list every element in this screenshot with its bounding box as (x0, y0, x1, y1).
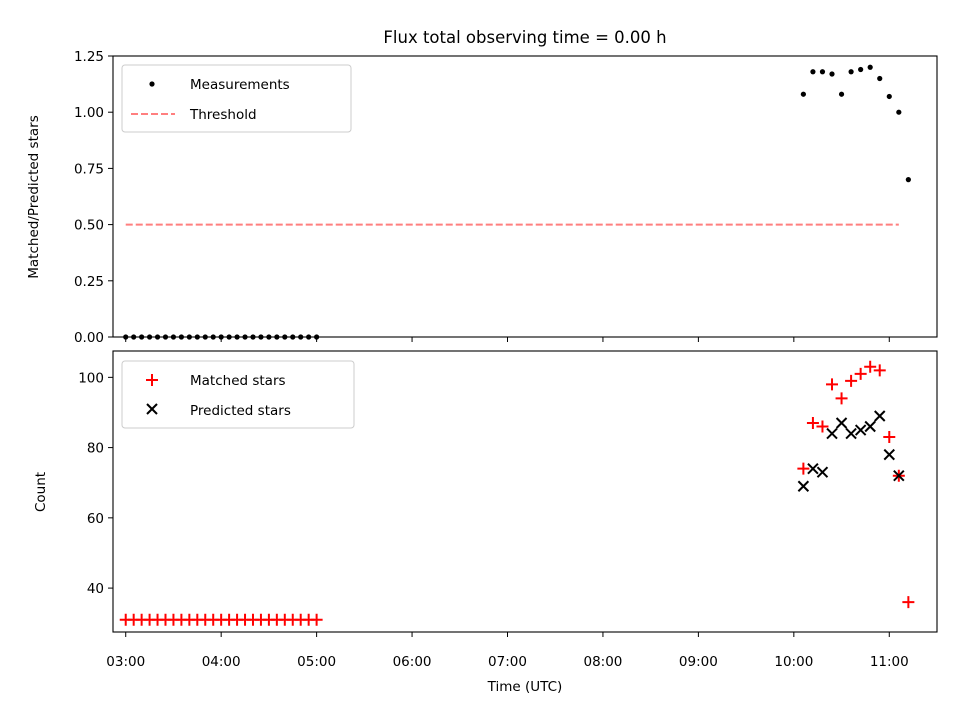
measurements-point (886, 93, 892, 100)
top-legend: Measurements Threshold (121, 64, 352, 133)
x-axis-label: Time (UTC) (487, 679, 563, 695)
predicted-stars-point (835, 417, 848, 429)
bottom-y-tick-label: 60 (87, 511, 104, 527)
matched-stars-point (310, 613, 323, 626)
legend-matched-label: Matched stars (190, 373, 286, 389)
matched-stars-point (826, 378, 839, 391)
measurements-point (848, 69, 854, 75)
bottom-legend-frame (121, 360, 355, 429)
bottom-y-tick-label: 40 (87, 581, 104, 597)
x-axis: 03:00 04:00 05:00 06:00 07:00 08:00 09:00 10:00… (106, 654, 908, 670)
top-y-tick-label: 0.75 (74, 161, 104, 177)
matched-stars-point (816, 420, 829, 433)
measurements-point (819, 69, 826, 75)
bottom-y-axis: 40 60 80 100 (78, 370, 890, 637)
top-y-tick-label: 0.00 (74, 330, 104, 346)
measurements-point (877, 75, 883, 82)
matched-stars-point (835, 392, 848, 405)
x-tick-label: 09:00 (679, 654, 718, 670)
legend-threshold-label: Threshold (189, 107, 257, 123)
predicted-stars-point (797, 480, 810, 492)
x-tick-label: 07:00 (488, 654, 527, 670)
bottom-plot-area (119, 360, 915, 626)
predicted-stars-point (845, 427, 857, 440)
top-legend-frame (121, 64, 352, 133)
predicted-stars-point (854, 424, 867, 436)
top-panel: 0.00 0.25 0.50 0.75 1.00 1.25 Matched/Predict… (26, 49, 938, 346)
predicted-stars-point (874, 410, 886, 422)
top-axes-frame (112, 55, 938, 338)
x-tick-label: 11:00 (870, 654, 909, 670)
matched-stars-point (883, 431, 896, 444)
x-tick-label: 05:00 (297, 654, 336, 670)
bottom-y-tick-label: 80 (87, 441, 104, 457)
measurements-point (905, 177, 911, 183)
measurements-point (896, 109, 902, 115)
legend-predicted-label: Predicted stars (190, 403, 291, 419)
predicted-stars-point (864, 420, 876, 433)
bottom-panel: 40 60 80 100 Count Matched stars Predicted … (33, 350, 938, 637)
top-y-tick-label: 1.25 (74, 49, 104, 65)
top-y-tick-label: 0.50 (74, 218, 104, 234)
legend-matched-marker (146, 374, 158, 386)
predicted-stars-point (893, 469, 905, 482)
top-y-axis: 0.00 0.25 0.50 0.75 1.00 1.25 (74, 49, 890, 346)
matched-stars-point (854, 367, 867, 380)
measurements-point (810, 69, 816, 75)
legend-measurements-marker (149, 81, 155, 87)
bottom-legend: Matched stars Predicted stars (121, 360, 355, 429)
x-tick-label: 10:00 (774, 654, 813, 670)
legend-measurements-label: Measurements (190, 77, 290, 93)
measurements-point (800, 91, 806, 97)
measurements-point (858, 66, 864, 73)
measurements-point (829, 71, 835, 77)
x-tick-label: 03:00 (106, 654, 145, 670)
measurements-point (867, 64, 873, 70)
matched-stars-point (864, 360, 877, 373)
matched-stars-point (902, 596, 915, 609)
x-tick-label: 08:00 (583, 654, 622, 670)
predicted-stars-point (883, 448, 895, 461)
predicted-stars-point (826, 427, 838, 440)
x-tick-label: 06:00 (393, 654, 432, 670)
bottom-y-tick-label: 100 (78, 370, 104, 386)
chart-title: Flux total observing time = 0.00 h (383, 28, 666, 47)
x-tick-label: 04:00 (202, 654, 241, 670)
legend-predicted-marker (146, 403, 158, 415)
bottom-axes-frame (112, 350, 938, 633)
top-y-tick-label: 0.25 (74, 274, 104, 290)
predicted-stars-point (816, 466, 829, 478)
matched-stars-point (806, 417, 819, 430)
predicted-stars-point (807, 462, 819, 475)
matched-stars-point (873, 364, 886, 377)
top-y-tick-label: 1.00 (74, 105, 104, 121)
matched-stars-point (845, 374, 858, 387)
measurements-point (838, 91, 845, 97)
bottom-y-axis-label: Count (33, 472, 49, 512)
matched-stars-point (797, 462, 810, 475)
top-y-axis-label: Matched/Predicted stars (26, 115, 42, 278)
